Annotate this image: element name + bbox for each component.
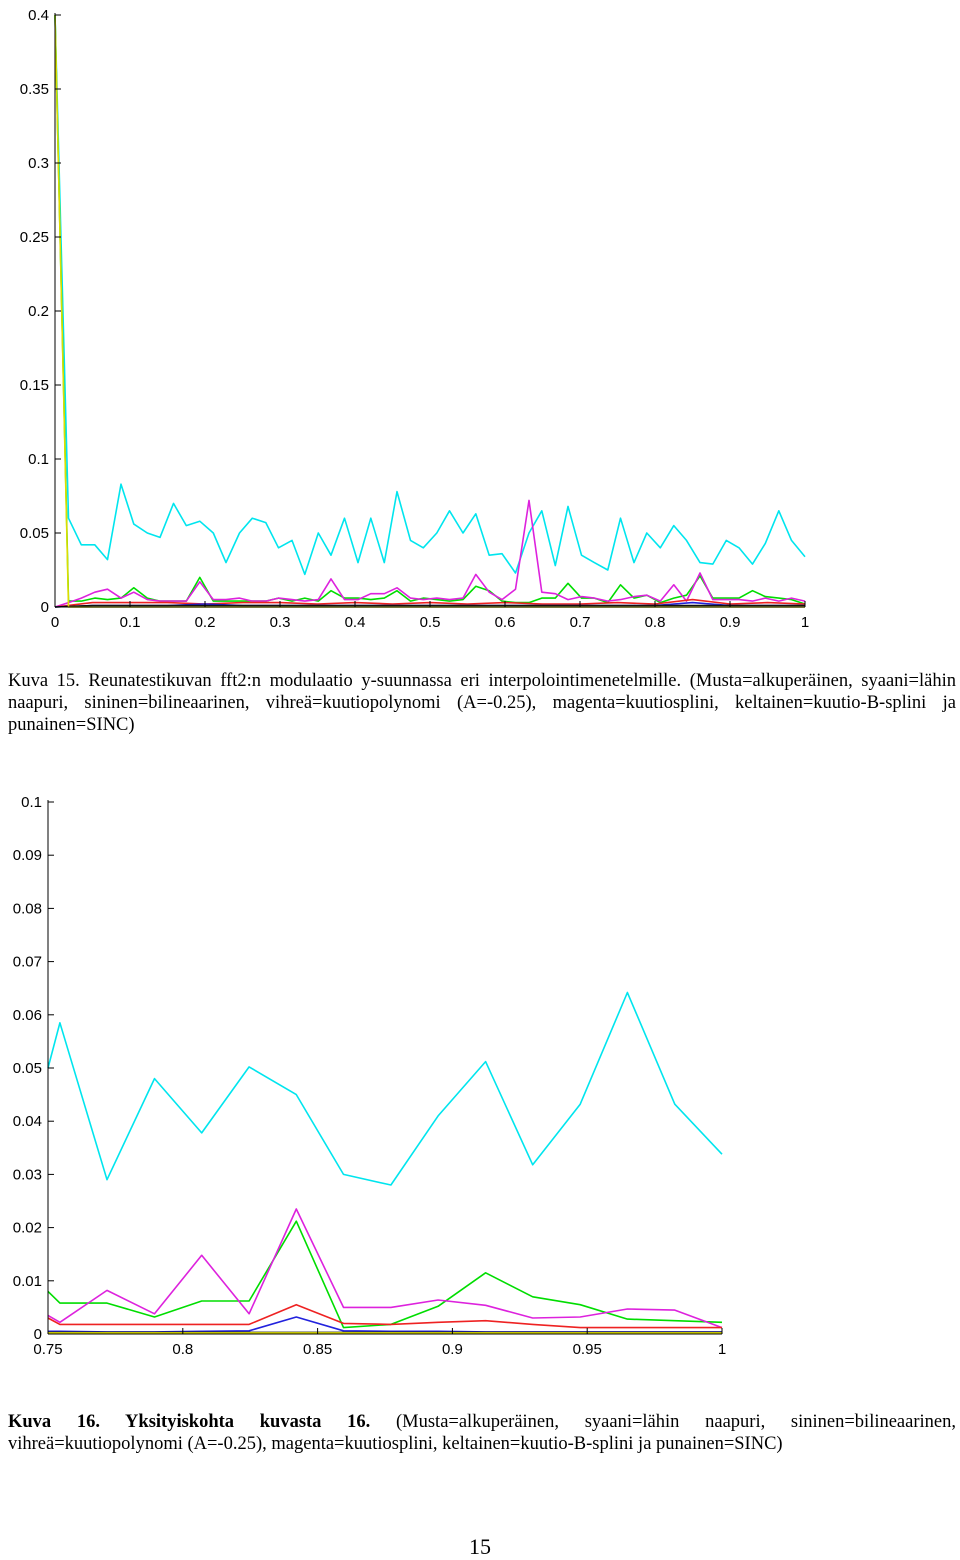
series-line-3 bbox=[47, 1208, 723, 1329]
y-tick-label: 0 bbox=[34, 1326, 42, 1343]
y-tick-label: 0.2 bbox=[28, 303, 49, 320]
series-line-1 bbox=[54, 14, 806, 576]
caption-16-text: (Musta=alkuperäinen, syaani=lähin naapur… bbox=[8, 1412, 956, 1454]
x-tick-label: 0.9 bbox=[442, 1341, 463, 1358]
y-tick-label: 0.02 bbox=[13, 1220, 42, 1237]
y-tick-label: 0.04 bbox=[13, 1113, 42, 1130]
x-tick-label: 0.8 bbox=[172, 1341, 193, 1358]
x-tick-label: 0.95 bbox=[573, 1341, 602, 1358]
x-tick-label: 0.4 bbox=[345, 614, 366, 631]
x-tick-label: 0.7 bbox=[570, 614, 591, 631]
page-number: 15 bbox=[469, 1534, 491, 1559]
series-line-3 bbox=[54, 499, 806, 608]
y-tick-label: 0.03 bbox=[13, 1166, 42, 1183]
series-line-2 bbox=[54, 14, 806, 605]
x-tick-label: 1 bbox=[718, 1341, 726, 1358]
x-tick-label: 0.2 bbox=[195, 614, 216, 631]
x-tick-label: 0.8 bbox=[645, 614, 666, 631]
chart-detail: 0 0.01 0.02 0.03 0.04 0.05 0.06 0.07 0.08 0.09 0.1… bbox=[0, 790, 960, 1360]
y-tick-label: 0.05 bbox=[13, 1060, 42, 1077]
y-tick-label: 0.4 bbox=[28, 7, 49, 24]
x-tick-label: 0.1 bbox=[120, 614, 141, 631]
x-tick-label: 0.6 bbox=[495, 614, 516, 631]
x-tick-label: 0 bbox=[51, 614, 59, 631]
caption-16-prefix: Kuva 16. Yksityiskohta kuvasta 16. bbox=[8, 1412, 371, 1432]
x-tick-label: 0.85 bbox=[303, 1341, 332, 1358]
y-tick-label: 0.01 bbox=[13, 1273, 42, 1290]
x-tick-label: 1 bbox=[801, 614, 809, 631]
figure-caption-16: Kuva 16. Yksityiskohta kuvasta 16. (Must… bbox=[8, 1411, 956, 1455]
y-tick-label: 0.07 bbox=[13, 954, 42, 971]
caption-15-prefix: Kuva 15. Reunatestikuvan fft2:n modulaat… bbox=[8, 671, 682, 691]
x-tick-label: 0.9 bbox=[720, 614, 741, 631]
series-line-2 bbox=[47, 1220, 723, 1329]
x-tick-label: 0.3 bbox=[270, 614, 291, 631]
figure-caption-15: Kuva 15. Reunatestikuvan fft2:n modulaat… bbox=[8, 670, 956, 736]
caption-15-text: (Musta=alkuperäinen, syaani=lähin naapur… bbox=[8, 671, 956, 735]
series-line-4 bbox=[47, 1303, 722, 1329]
x-tick-label: 0.5 bbox=[420, 614, 441, 631]
y-tick-label: 0.3 bbox=[28, 155, 49, 172]
y-tick-label: 0.1 bbox=[21, 794, 42, 811]
chart-fft-modulation: 0 0.05 0.1 0.15 0.2 0.25 0.3 0.35 0.4 0 0.1 0.2 0.3 0… bbox=[0, 0, 960, 640]
y-tick-label: 0.15 bbox=[20, 377, 49, 394]
y-tick-label: 0.09 bbox=[13, 847, 42, 864]
x-tick-label: 0.75 bbox=[33, 1341, 62, 1358]
y-tick-label: 0.35 bbox=[20, 81, 49, 98]
y-tick-label: 0.05 bbox=[20, 525, 49, 542]
y-tick-label: 0.25 bbox=[20, 229, 49, 246]
y-tick-label: 0.1 bbox=[28, 451, 49, 468]
y-tick-label: 0 bbox=[41, 599, 49, 616]
y-tick-label: 0.06 bbox=[13, 1007, 42, 1024]
series-line-1 bbox=[47, 991, 723, 1186]
y-tick-label: 0.08 bbox=[13, 900, 42, 917]
